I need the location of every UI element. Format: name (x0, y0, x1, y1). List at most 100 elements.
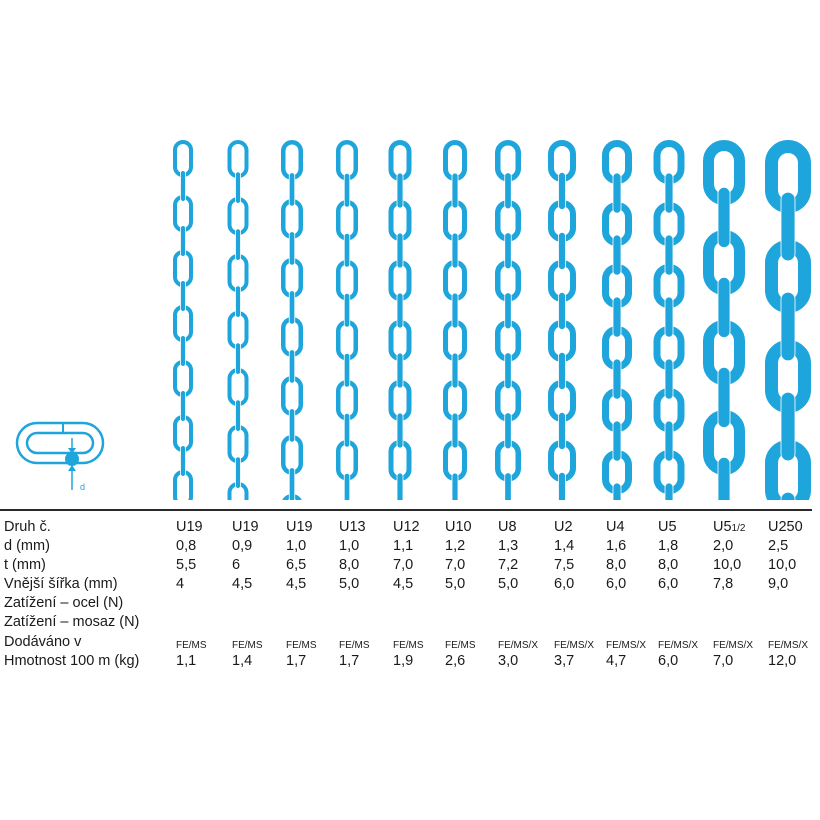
cell-hmotnost: 1,4 (232, 653, 253, 669)
cell-hmotnost: 12,0 (768, 653, 797, 669)
cell-druh: U2 (554, 518, 573, 536)
cell-dodavano: FE/MS (393, 640, 424, 651)
chain-link-edge (504, 472, 512, 500)
chain-link-face (498, 503, 519, 505)
cell-t: 10,0 (768, 557, 797, 573)
cell-d: 1,3 (498, 538, 519, 554)
chain-u5 (703, 140, 745, 500)
chain-link-edge (235, 342, 241, 375)
chain-u5 (653, 140, 685, 500)
cell-dodavano: FE/MS/X (658, 640, 699, 651)
cell-d: 1,8 (658, 538, 679, 554)
chain-link-edge (664, 482, 674, 500)
cell-d: 2,0 (713, 538, 734, 554)
chain-link-edge (558, 472, 566, 500)
chain-link-edge (235, 228, 241, 261)
cell-t: 7,0 (445, 557, 466, 573)
chain-link-edge (612, 420, 622, 462)
cell-t: 8,0 (606, 557, 627, 573)
cell-d: 1,0 (339, 538, 360, 554)
cell-druh: U8 (498, 518, 517, 536)
cell-sirka: 6,0 (554, 576, 575, 592)
cell-sirka: 9,0 (768, 576, 789, 592)
row-label-hmotnost: Hmotnost 100 m (kg) (4, 653, 140, 669)
chain-link-edge (504, 172, 512, 210)
chain-link-edge (558, 411, 566, 450)
chain-link-edge (451, 412, 459, 449)
chain-link-edge (235, 399, 241, 432)
chain-link-edge (717, 186, 731, 248)
chain-link-face (173, 250, 193, 287)
chain-type-code: U10 (445, 519, 472, 535)
chain-u19 (281, 140, 303, 500)
chain-link-edge (288, 172, 296, 207)
arrow-down-icon (68, 448, 76, 454)
chain-link-edge (396, 412, 404, 449)
cell-druh: U12 (393, 518, 420, 536)
chain-link-edge (780, 291, 796, 362)
cell-d: 0,8 (176, 538, 197, 554)
cell-dodavano: FE/MS (286, 640, 317, 651)
chain-u8 (495, 140, 521, 505)
cell-druh: U10 (445, 518, 472, 536)
cell-hmotnost: 1,7 (286, 653, 307, 669)
chain-link-edge (180, 170, 186, 202)
chain-link-edge (288, 231, 296, 266)
cell-druh: U4 (606, 518, 625, 536)
chain-type-code: U19 (286, 519, 313, 535)
chain-link-face (227, 425, 249, 464)
chain-type-code: U2 (554, 519, 573, 535)
cell-d: 1,1 (393, 538, 414, 554)
chain-type-code: U4 (606, 519, 625, 535)
chain-type-code: U5 (658, 519, 677, 535)
dimension-label: d (80, 482, 85, 492)
cell-sirka: 5,0 (498, 576, 519, 592)
cell-dodavano: FE/MS (445, 640, 476, 651)
cell-druh: U19 (176, 518, 203, 536)
cell-dodavano: FE/MS/X (768, 640, 809, 651)
chain-link-face (173, 470, 193, 500)
chain-link-edge (451, 472, 459, 500)
chain-link-edge (558, 291, 566, 330)
chain-link-edge (343, 232, 351, 268)
chain-link-edge (396, 472, 404, 500)
chain-link-face (551, 503, 573, 505)
cell-hmotnost: 7,0 (713, 653, 734, 669)
chain-link-edge (396, 352, 404, 389)
cell-d: 1,2 (445, 538, 466, 554)
chain-illustrations (173, 140, 811, 506)
cell-druh: U5 (658, 518, 677, 536)
cell-dodavano: FE/MS (232, 640, 263, 651)
chain-link-edge (180, 390, 186, 422)
cell-hmotnost: 3,7 (554, 653, 575, 669)
chain-type-code: U250 (768, 519, 803, 535)
chain-link-edge (612, 296, 622, 338)
cell-t: 7,0 (393, 557, 414, 573)
chain-link-face (336, 140, 358, 181)
link-inner-outline (25, 431, 95, 455)
chain-link-face (336, 260, 358, 301)
chain-type-code: U19 (232, 519, 259, 535)
chain-link-edge (343, 292, 351, 328)
chain-u10 (443, 140, 467, 500)
chain-u19 (173, 140, 193, 505)
chain-link-edge (717, 366, 731, 428)
chain-link-edge (780, 391, 796, 462)
chain-link-face (338, 502, 356, 505)
chain-type-code: U5 (713, 519, 732, 535)
chain-link-edge (288, 408, 296, 443)
cell-dodavano: FE/MS/X (606, 640, 647, 651)
chain-link-edge (181, 501, 186, 505)
chain-link-edge (451, 172, 459, 209)
cell-d: 0,9 (232, 538, 253, 554)
cell-t: 5,5 (176, 557, 197, 573)
chain-u2 (548, 140, 576, 505)
chain-link-face (336, 380, 358, 421)
chain-link-face (391, 503, 409, 506)
chain-link-edge (504, 232, 512, 270)
chain-link-face (227, 197, 249, 236)
chain-link-edge (717, 457, 731, 500)
chain-link-face (227, 368, 249, 407)
link-outer-outline (15, 421, 105, 465)
wire-cross-section (65, 452, 79, 466)
